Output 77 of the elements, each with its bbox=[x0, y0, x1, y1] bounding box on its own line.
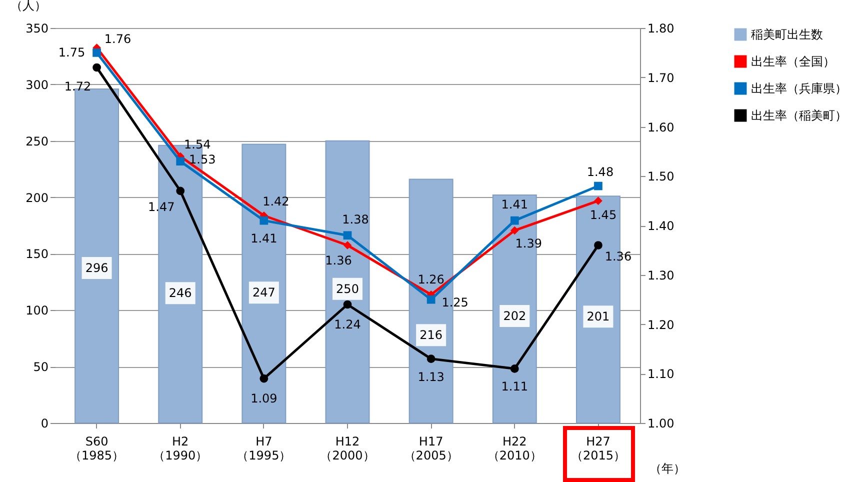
y2-tick-label: 1.20 bbox=[648, 318, 674, 332]
y2-tick-label: 1.80 bbox=[648, 22, 674, 36]
data-label: 201 bbox=[586, 310, 610, 324]
data-label: 1.39 bbox=[515, 236, 542, 250]
point bbox=[510, 226, 519, 235]
data-label: 1.48 bbox=[586, 165, 614, 179]
data-label: 1.11 bbox=[501, 380, 528, 394]
data-label: 1.72 bbox=[64, 80, 92, 94]
data-label: 1.09 bbox=[250, 392, 278, 406]
y2-tick-label: 1.60 bbox=[648, 120, 674, 134]
y-tick-label: 150 bbox=[26, 247, 48, 262]
data-label: 1.24 bbox=[334, 318, 361, 332]
data-label: 1.25 bbox=[442, 296, 468, 310]
x-tick-label: H17 （2005） bbox=[404, 434, 458, 462]
y-axis-title: （人） bbox=[10, 0, 46, 12]
data-label: 246 bbox=[168, 286, 192, 300]
data-label: 202 bbox=[503, 309, 526, 324]
data-label: 1.26 bbox=[418, 272, 444, 287]
point bbox=[92, 48, 101, 57]
y-tick-label: 250 bbox=[26, 134, 48, 148]
point bbox=[594, 182, 602, 190]
data-label: 247 bbox=[252, 286, 276, 300]
y-tick-label: 50 bbox=[33, 360, 48, 374]
y-tick-label: 350 bbox=[26, 22, 48, 36]
y2-tick-label: 1.40 bbox=[648, 219, 674, 233]
point bbox=[426, 354, 436, 363]
data-label: 1.54 bbox=[184, 137, 211, 152]
point bbox=[343, 241, 352, 250]
point bbox=[594, 196, 602, 205]
data-label: 1.36 bbox=[604, 249, 632, 264]
y2-tick-label: 1.00 bbox=[648, 416, 674, 430]
x-tick-label: S60 （1985） bbox=[70, 434, 124, 462]
data-label: 296 bbox=[85, 260, 108, 275]
y2-tick-label: 1.50 bbox=[648, 170, 674, 184]
point bbox=[176, 157, 185, 166]
x-tick-label: H7 （1995） bbox=[236, 434, 292, 462]
data-label: 1.76 bbox=[104, 32, 132, 46]
y2-tick-label: 1.10 bbox=[648, 367, 674, 382]
data-label: 1.42 bbox=[262, 194, 290, 209]
y2-tick-label: 1.70 bbox=[648, 70, 674, 85]
legend-label: 稲美町出生数 bbox=[751, 28, 823, 42]
point bbox=[92, 63, 101, 72]
point bbox=[343, 300, 352, 309]
bar bbox=[242, 144, 286, 424]
x-axis-title: （年） bbox=[650, 462, 686, 476]
data-label: 250 bbox=[336, 282, 359, 296]
point bbox=[260, 216, 268, 225]
point bbox=[260, 374, 268, 383]
legend-label: 出生率（兵庫県） bbox=[751, 82, 847, 96]
y2-tick-label: 1.30 bbox=[648, 268, 674, 282]
data-label: 1.47 bbox=[148, 200, 175, 214]
legend-label: 出生率（稲美町） bbox=[751, 108, 847, 122]
x-tick-label: H22 （2010） bbox=[487, 434, 542, 462]
data-label: 1.38 bbox=[342, 212, 369, 226]
point bbox=[426, 295, 436, 304]
data-label: 1.45 bbox=[590, 208, 617, 222]
x-tick-label: H27 （2015） bbox=[570, 434, 626, 462]
point bbox=[510, 216, 519, 225]
data-label: 1.53 bbox=[189, 152, 216, 166]
legend-label: 出生率（全国） bbox=[751, 54, 835, 68]
y-tick-label: 0 bbox=[40, 416, 48, 430]
data-label: 1.41 bbox=[501, 198, 528, 212]
data-label: 216 bbox=[420, 328, 443, 342]
data-label: 1.13 bbox=[418, 370, 444, 384]
bar bbox=[325, 140, 370, 424]
x-tick-label: H2 （1990） bbox=[153, 434, 208, 462]
data-label: 1.36 bbox=[325, 253, 352, 268]
point bbox=[343, 231, 352, 240]
point bbox=[594, 241, 602, 250]
point bbox=[176, 186, 185, 196]
data-label: 1.41 bbox=[250, 232, 278, 246]
data-label: 1.75 bbox=[58, 46, 86, 60]
y-tick-label: 100 bbox=[26, 304, 48, 318]
point bbox=[510, 364, 519, 373]
y-tick-label: 300 bbox=[26, 78, 48, 92]
x-tick-label: H12 （2000） bbox=[320, 434, 375, 462]
y-tick-label: 200 bbox=[26, 190, 48, 205]
